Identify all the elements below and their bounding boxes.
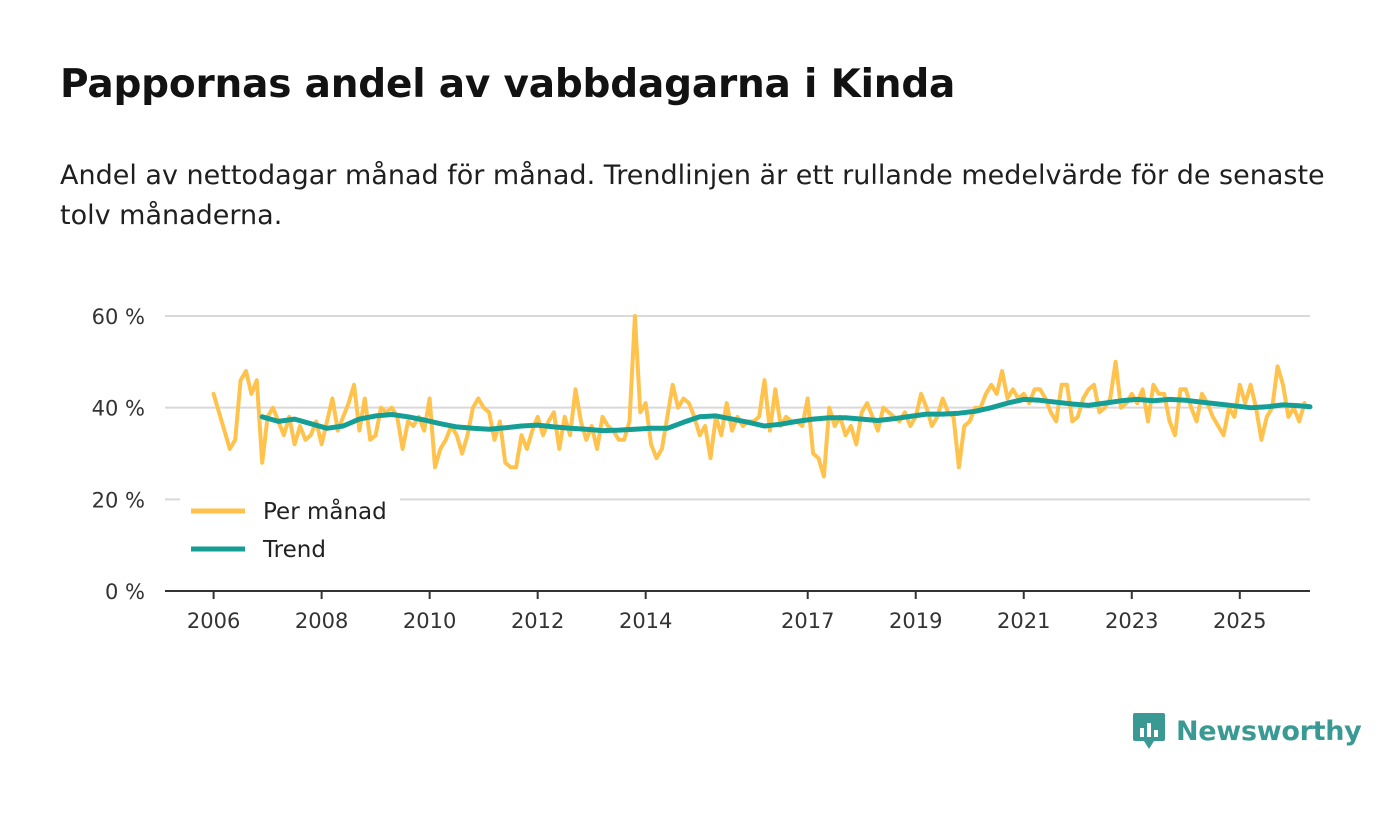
series-line-per-mnad <box>211 314 1307 479</box>
x-tick-label: 2023 <box>1105 609 1158 633</box>
chart-subtitle: Andel av nettodagar månad för månad. Tre… <box>60 160 1325 231</box>
chart-title: Pappornas andel av vabbdagarna i Kinda <box>60 62 956 107</box>
x-tick-label: 2017 <box>781 609 834 633</box>
legend: Per månad Trend <box>180 490 400 570</box>
legend-label: Trend <box>262 537 326 563</box>
newsworthy-logo-text: Newsworthy <box>1176 715 1362 747</box>
x-tick-label: 2008 <box>295 609 348 633</box>
x-tick-label: 2014 <box>619 609 672 633</box>
series-layer <box>211 314 1313 479</box>
y-tick-label: 40 % <box>92 397 145 421</box>
y-tick-label: 0 % <box>105 580 145 604</box>
x-axis: 2006 2008 2010 2012 2014 2017 2019 2021 2023 2025 <box>165 590 1310 633</box>
x-tick-label: 2006 <box>187 609 240 633</box>
legend-background <box>180 490 400 570</box>
x-tick-label: 2025 <box>1213 609 1266 633</box>
newsworthy-logo-icon <box>1133 713 1165 749</box>
y-axis-ticks: 0 % 20 % 40 % 60 % <box>92 305 145 604</box>
series-line-trend <box>259 396 1313 434</box>
y-tick-label: 60 % <box>92 305 145 329</box>
x-tick-label: 2010 <box>403 609 456 633</box>
x-tick-label: 2012 <box>511 609 564 633</box>
legend-label: Per månad <box>263 497 387 525</box>
newsworthy-logo[interactable]: Newsworthy <box>1132 711 1362 751</box>
x-tick-label: 2021 <box>997 609 1050 633</box>
gridlines <box>165 315 1310 501</box>
x-tick-label: 2019 <box>889 609 942 633</box>
y-tick-label: 20 % <box>92 488 145 512</box>
